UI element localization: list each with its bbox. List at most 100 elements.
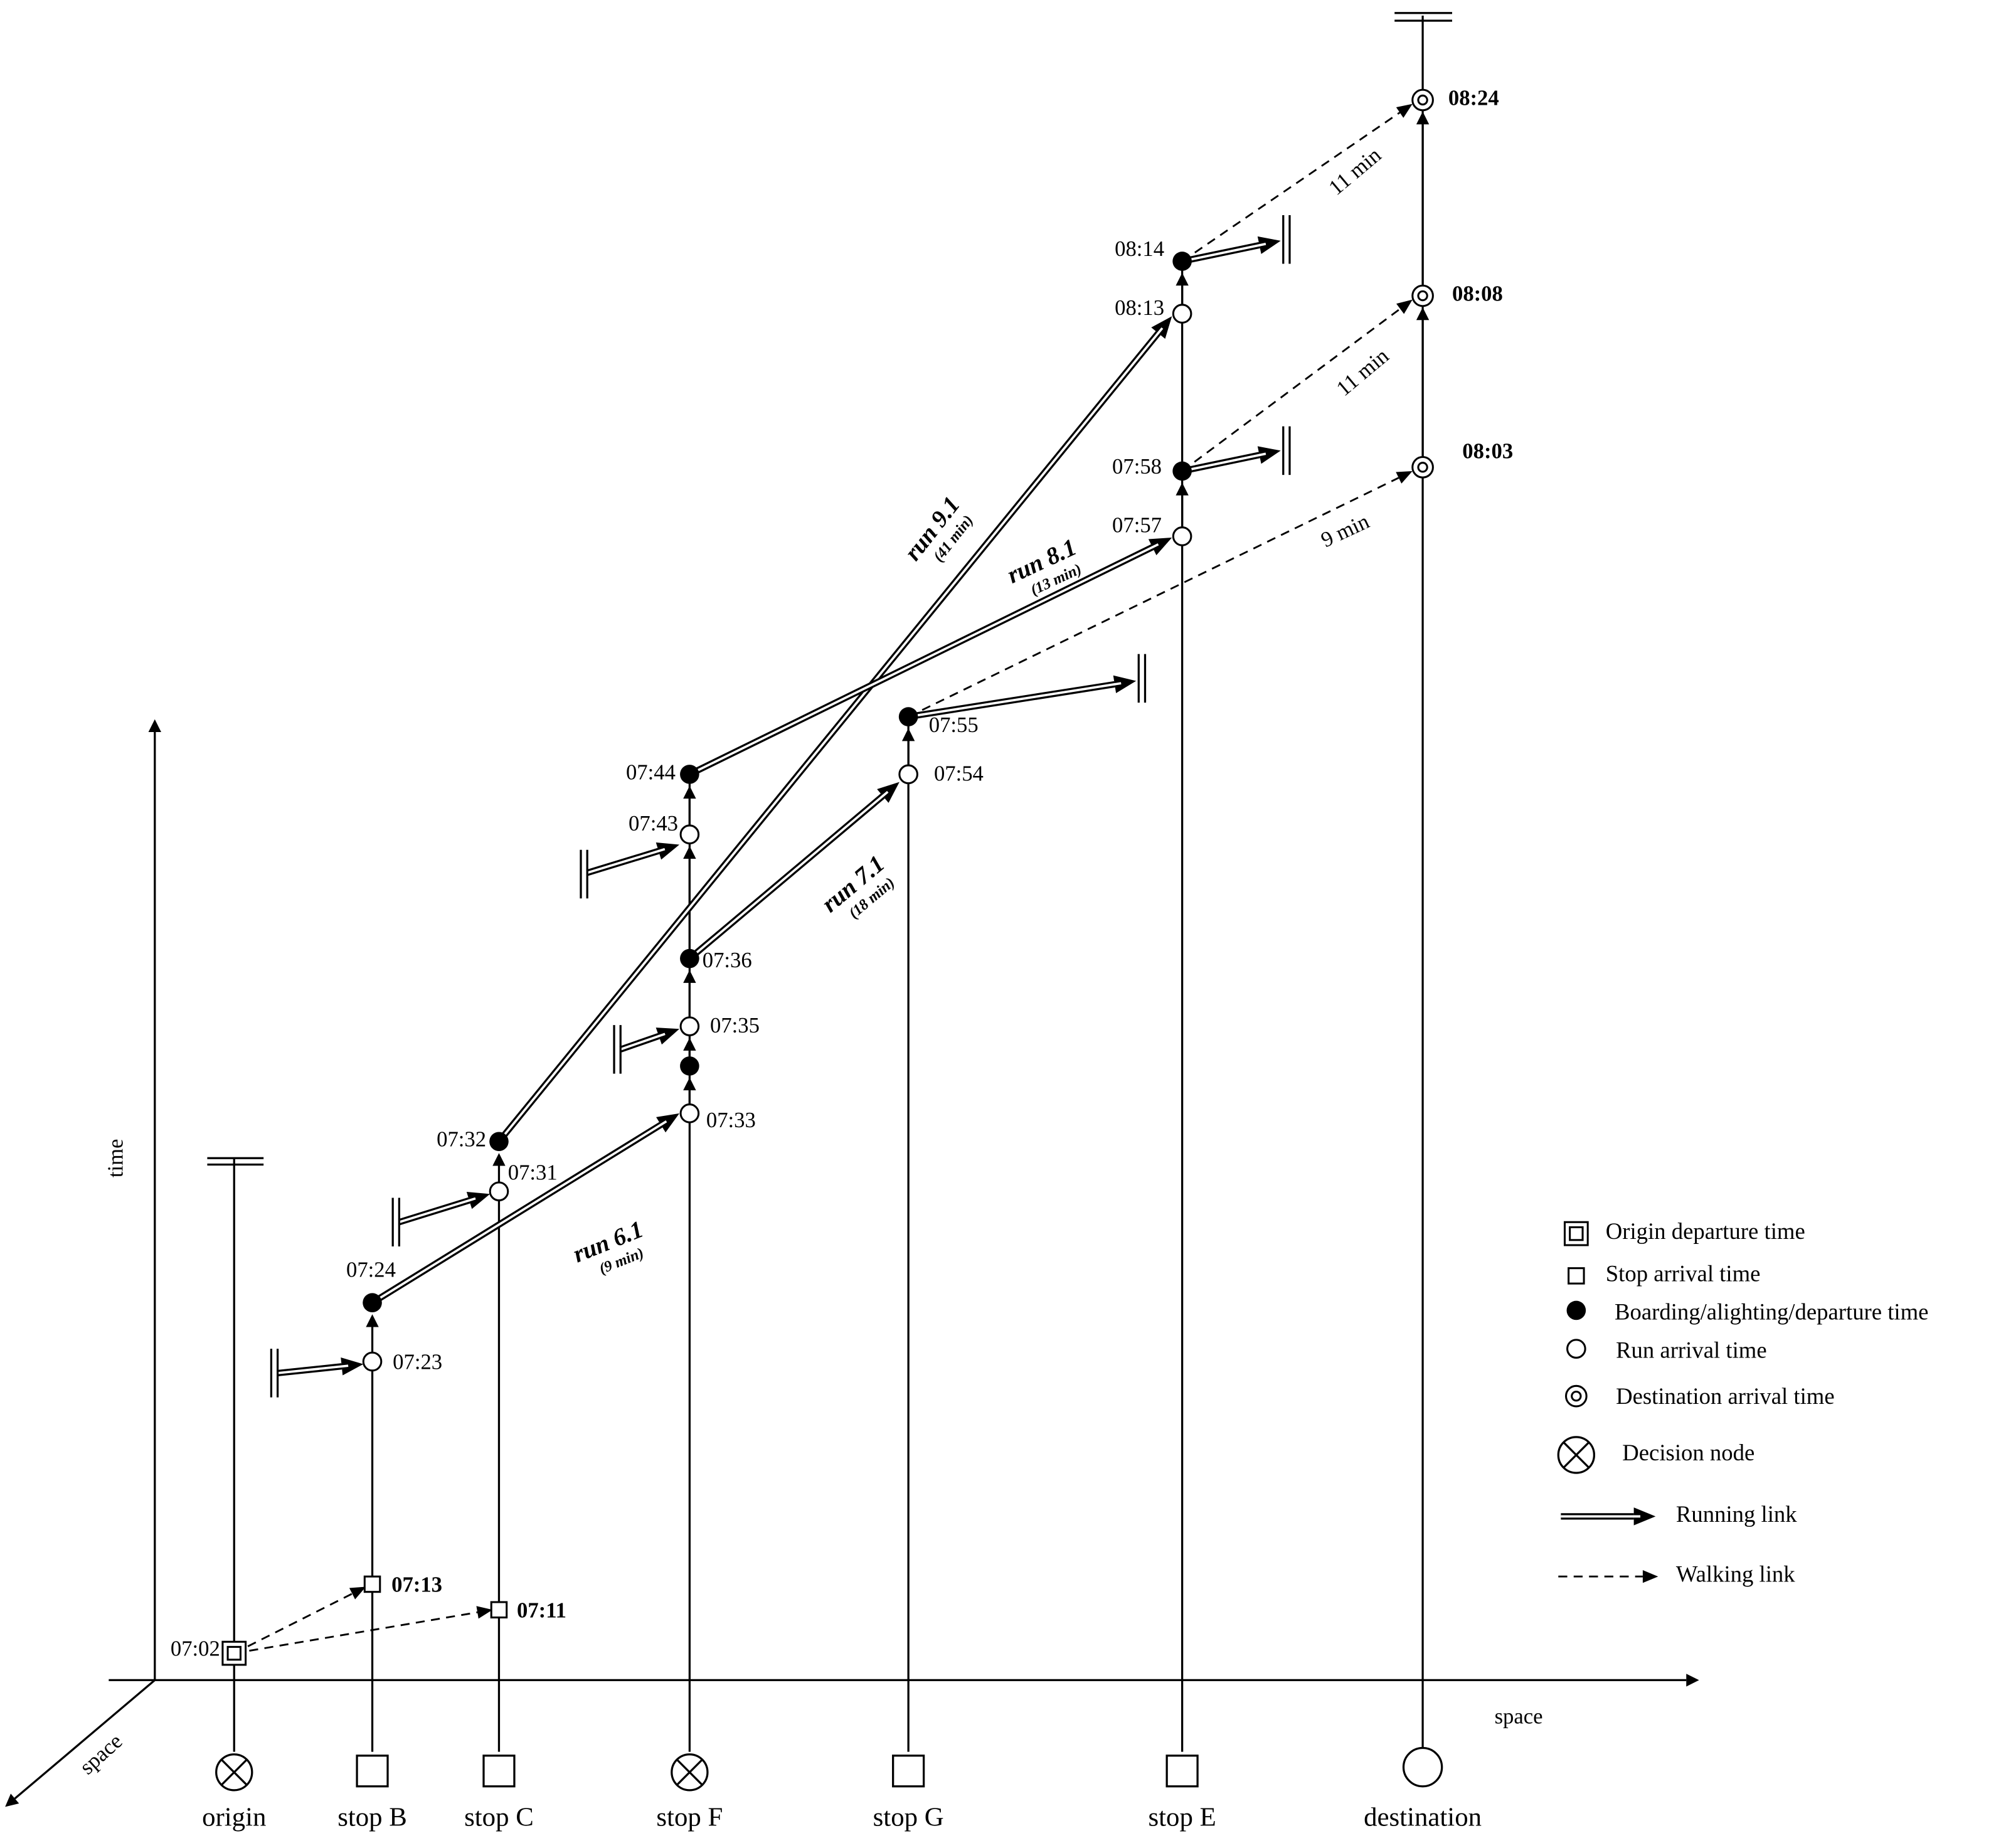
arrow-head bbox=[349, 1586, 366, 1600]
time-label: 07:43 bbox=[629, 812, 678, 836]
arrow-head bbox=[366, 1314, 379, 1327]
destination-arrival-inner bbox=[1417, 94, 1428, 106]
arrow-head bbox=[148, 719, 161, 733]
station-label: stop G bbox=[873, 1803, 944, 1832]
run-arrival bbox=[362, 1351, 383, 1372]
time-label: 07:33 bbox=[706, 1108, 756, 1132]
station-label: origin bbox=[202, 1803, 266, 1832]
arrow-head bbox=[683, 970, 696, 983]
arrow-head bbox=[656, 1028, 680, 1045]
legend-label: Boarding/alighting/departure time bbox=[1615, 1299, 1928, 1325]
decision-cross bbox=[1563, 1441, 1590, 1469]
station-label: stop B bbox=[337, 1803, 407, 1832]
walking-link bbox=[1181, 112, 1401, 262]
boarding-node bbox=[363, 1293, 382, 1313]
boarding-node bbox=[489, 1132, 509, 1152]
run-arrival bbox=[1172, 304, 1192, 324]
stop-arrival bbox=[363, 1575, 381, 1593]
origin-departure-inner bbox=[226, 1645, 242, 1661]
arrow-head bbox=[1257, 236, 1281, 254]
arrow-head bbox=[683, 785, 696, 799]
time-label: 08:14 bbox=[1115, 237, 1164, 261]
run-label: run 6.1(9 min) bbox=[570, 1216, 647, 1278]
time-label: 07:55 bbox=[929, 713, 979, 737]
running-link-inner bbox=[620, 1033, 666, 1051]
destination-arrival-inner bbox=[1571, 1390, 1582, 1402]
run-arrival bbox=[1172, 526, 1192, 546]
walking-link bbox=[1181, 308, 1401, 472]
time-label: 07:11 bbox=[517, 1598, 566, 1622]
time-label: 07:02 bbox=[171, 1637, 220, 1660]
running-link-inner bbox=[689, 543, 1159, 776]
arrow-head bbox=[683, 846, 696, 859]
arrow-head bbox=[656, 842, 680, 860]
run-arrival bbox=[679, 824, 700, 845]
time-label: 08:24 bbox=[1448, 86, 1499, 110]
station-stop bbox=[482, 1755, 516, 1788]
legend-label: Decision node bbox=[1622, 1440, 1754, 1465]
arrow-head bbox=[1686, 1674, 1699, 1687]
time-label: 07:32 bbox=[437, 1128, 486, 1152]
station-label: stop C bbox=[464, 1803, 534, 1832]
arrow-head bbox=[1396, 299, 1413, 314]
boarding-node bbox=[1172, 461, 1192, 481]
walk-duration: 9 min bbox=[1317, 509, 1372, 552]
station-stop bbox=[1165, 1755, 1199, 1788]
time-label: 08:13 bbox=[1115, 296, 1164, 320]
station-label: stop E bbox=[1148, 1803, 1216, 1832]
destination-arrival-inner bbox=[1417, 290, 1428, 302]
time-label: 07:31 bbox=[508, 1161, 558, 1185]
legend-label: Origin departure time bbox=[1606, 1218, 1805, 1244]
run-label: run 7.1(18 min) bbox=[817, 850, 898, 922]
run-arrival bbox=[898, 764, 918, 785]
time-label: 07:58 bbox=[1112, 455, 1162, 479]
arrow-head bbox=[683, 1038, 696, 1051]
run-label: run 8.1(13 min) bbox=[1003, 533, 1084, 598]
station-stop bbox=[356, 1755, 389, 1788]
decision-cross bbox=[220, 1758, 248, 1786]
arrow-head bbox=[1416, 111, 1430, 125]
time-label: 07:54 bbox=[934, 762, 984, 785]
boarding-node bbox=[1566, 1300, 1586, 1320]
running-link-inner bbox=[498, 327, 1164, 1142]
station-label: destination bbox=[1364, 1803, 1482, 1832]
arrow-head bbox=[5, 1793, 19, 1807]
destination-arrival-inner bbox=[1417, 462, 1428, 473]
arrow-head bbox=[1396, 470, 1413, 484]
running-link-inner bbox=[689, 790, 889, 960]
legend-label: Destination arrival time bbox=[1616, 1383, 1835, 1409]
run-arrival bbox=[1566, 1339, 1586, 1359]
run-arrival bbox=[489, 1181, 509, 1202]
walk-duration: 11 min bbox=[1324, 143, 1386, 200]
time-label: 07:13 bbox=[391, 1573, 442, 1596]
walking-link bbox=[234, 1611, 478, 1655]
arrow-head bbox=[1257, 446, 1281, 464]
arrow-head bbox=[466, 1191, 491, 1209]
time-label: 08:03 bbox=[1462, 439, 1513, 463]
running-link-inner bbox=[371, 1120, 667, 1304]
station-destination bbox=[1402, 1746, 1443, 1788]
boarding-node bbox=[1172, 252, 1192, 271]
axis-label: space bbox=[1495, 1705, 1543, 1729]
stop-arrival bbox=[1568, 1267, 1585, 1285]
arrow-head bbox=[1416, 307, 1430, 321]
link bbox=[14, 1679, 156, 1800]
stop-arrival bbox=[490, 1601, 508, 1619]
arrow-head bbox=[656, 1113, 680, 1133]
boarding-node bbox=[680, 1056, 699, 1076]
station-stop bbox=[892, 1755, 925, 1788]
arrow-head bbox=[901, 728, 915, 741]
axis-label: space bbox=[75, 1729, 127, 1780]
legend-label: Walking link bbox=[1676, 1561, 1795, 1587]
boarding-node bbox=[898, 707, 918, 726]
time-label: 07:57 bbox=[1112, 514, 1162, 538]
legend-label: Running link bbox=[1676, 1501, 1797, 1527]
running-link-inner bbox=[1182, 452, 1266, 472]
time-label: 07:24 bbox=[346, 1258, 396, 1282]
arrow-head bbox=[1176, 482, 1189, 496]
running-link-inner bbox=[277, 1364, 349, 1374]
time-label: 07:36 bbox=[703, 948, 752, 972]
time-label: 07:44 bbox=[626, 760, 676, 784]
arrow-head bbox=[1396, 104, 1413, 118]
arrow-head bbox=[1633, 1507, 1656, 1526]
